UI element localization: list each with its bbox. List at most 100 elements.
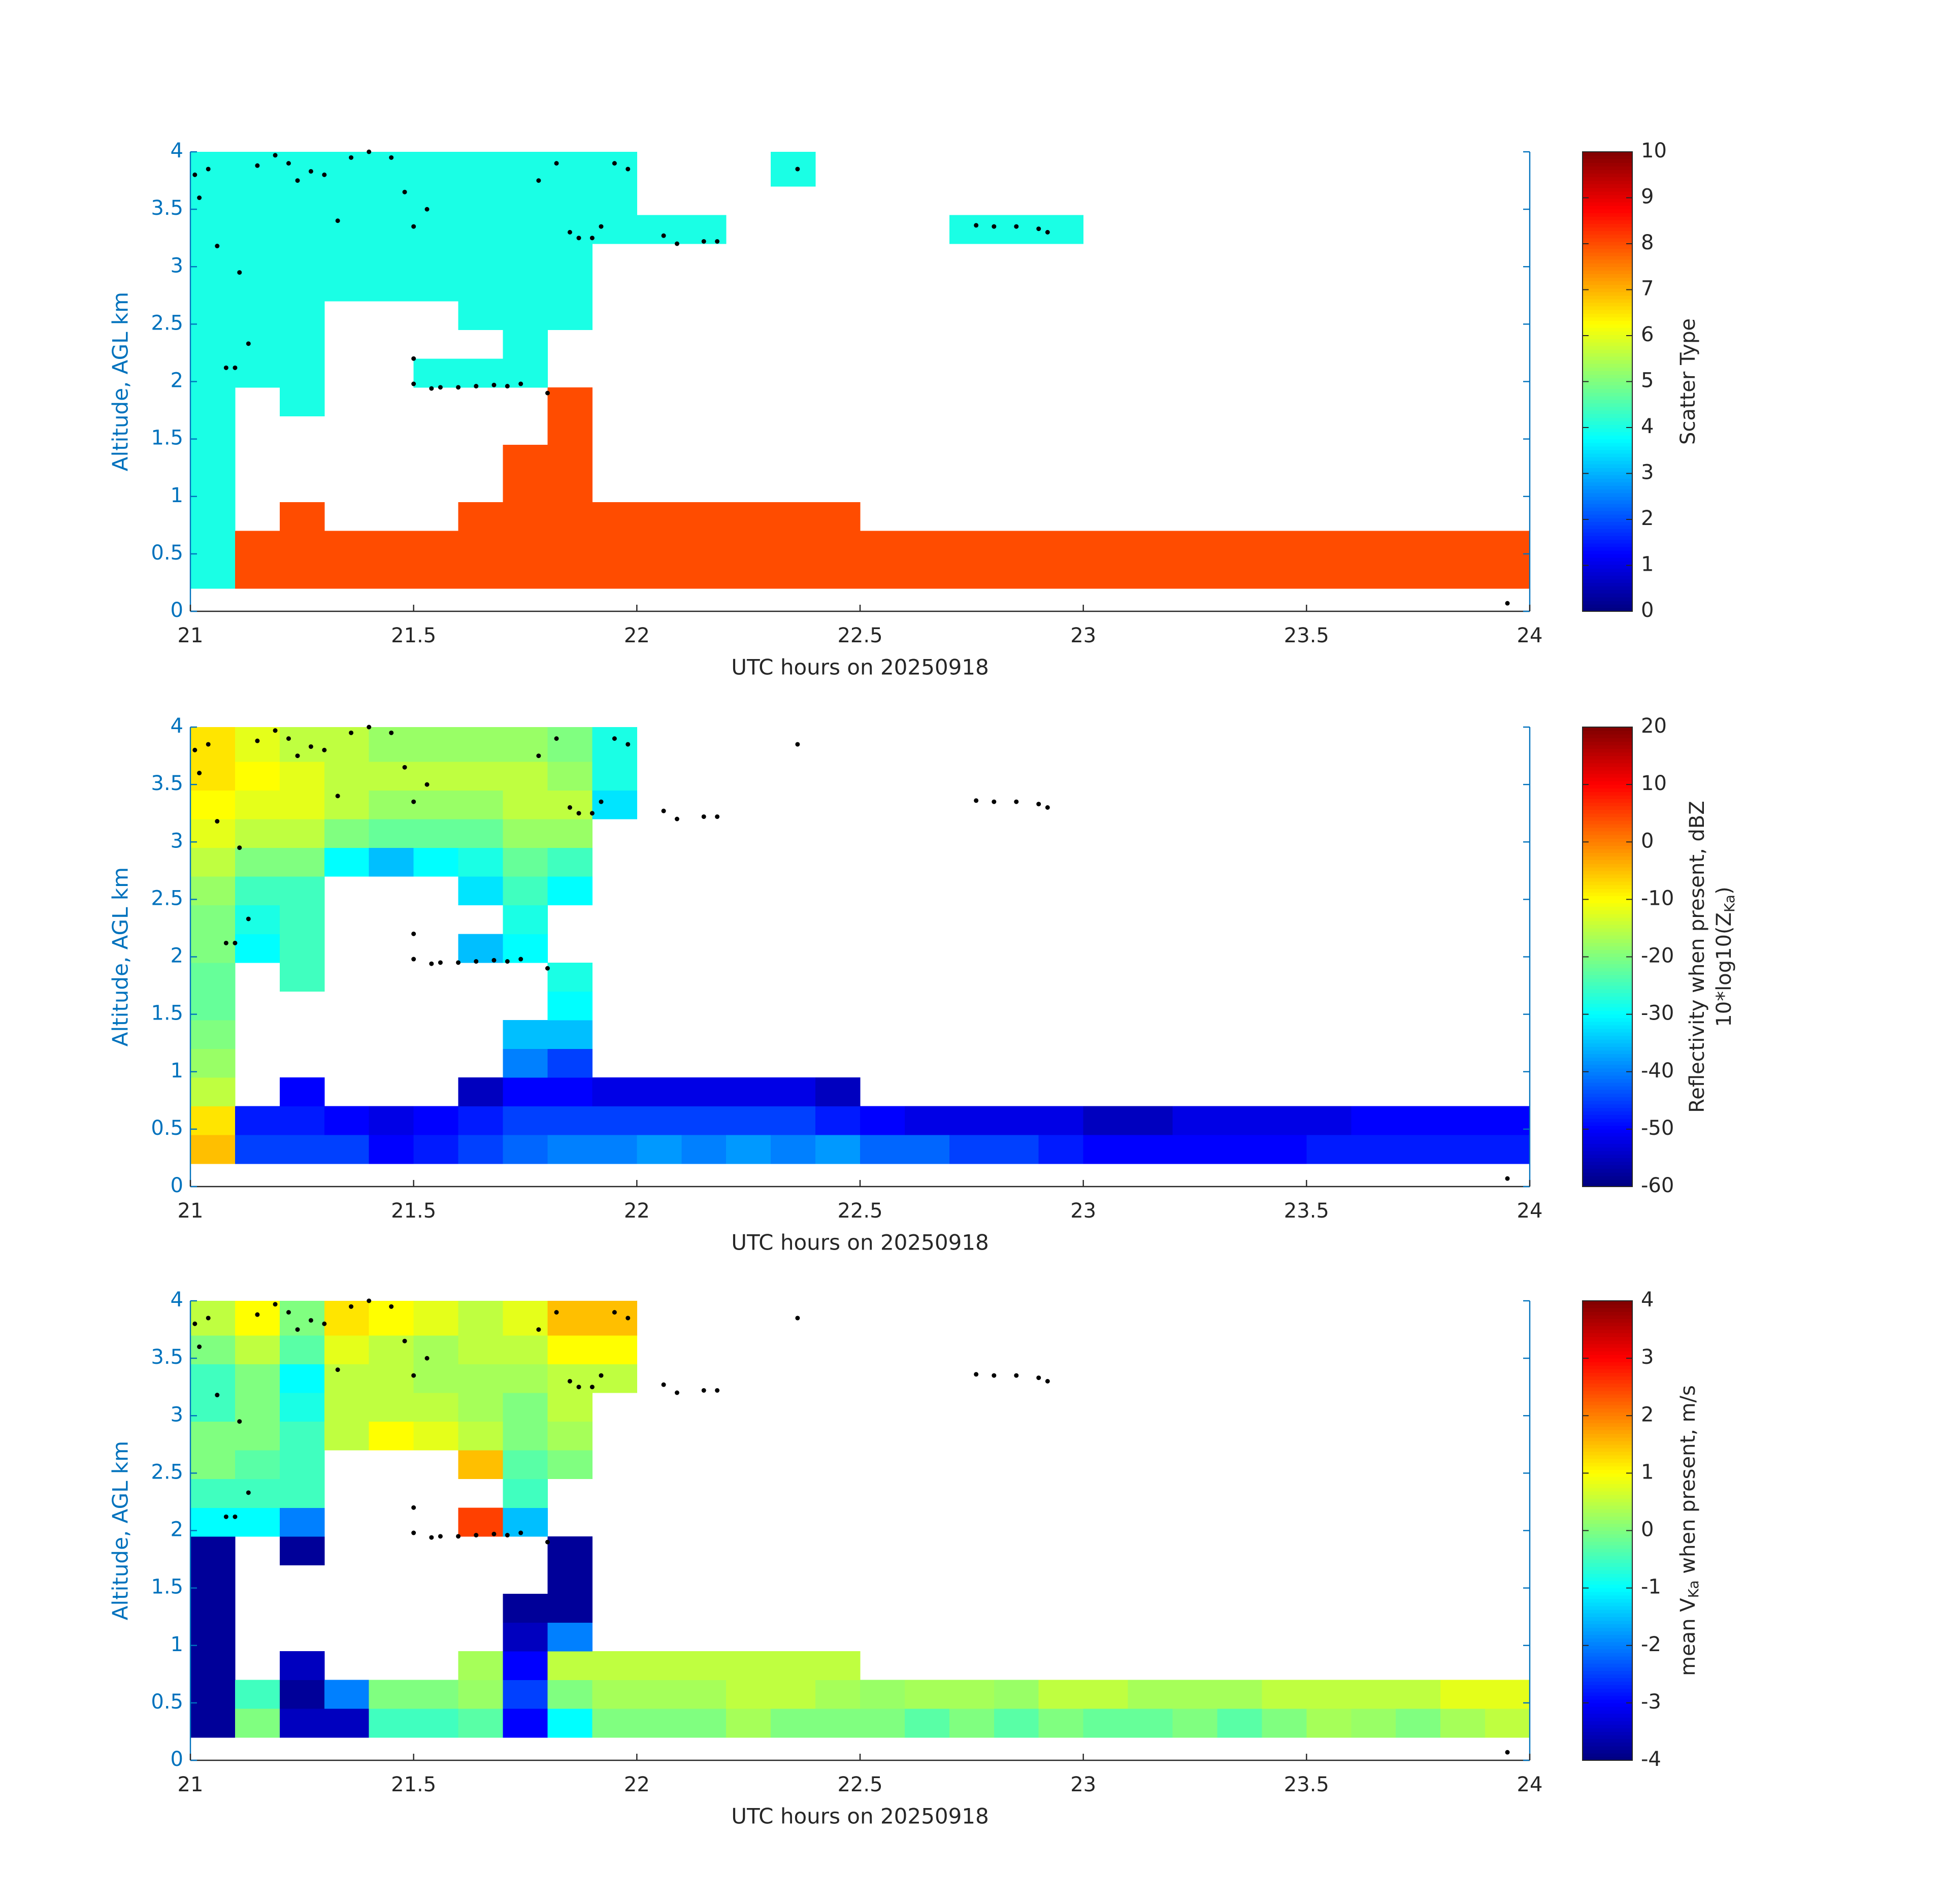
colorbar-label-subscript: Ka	[1721, 895, 1738, 912]
colorbar-swatch	[1583, 885, 1632, 889]
heatmap-cell	[413, 186, 459, 215]
heatmap-cell	[503, 1020, 548, 1049]
heatmap-cell	[1440, 1135, 1486, 1164]
colorbar-swatch	[1583, 1660, 1632, 1664]
colorbar-swatch	[1583, 424, 1632, 429]
heatmap-cell	[547, 1593, 593, 1623]
colorbar-tick-label: 6	[1641, 323, 1654, 346]
colorbar-swatch	[1583, 1050, 1632, 1054]
colorbar-swatch	[1583, 1738, 1632, 1743]
colorbar-swatch	[1583, 1534, 1632, 1538]
heatmap-cell	[994, 1135, 1039, 1164]
colorbar-swatch	[1583, 1039, 1632, 1043]
x-tick-label: 21.5	[391, 1773, 436, 1796]
y-tick-label: 4	[171, 1288, 183, 1311]
heatmap-cell	[1396, 1709, 1441, 1738]
echo-dot	[554, 1310, 559, 1315]
heatmap-cell	[235, 1680, 280, 1709]
colorbar-swatch	[1583, 759, 1632, 764]
echo-dot	[661, 1382, 666, 1387]
heatmap-cell	[904, 1680, 950, 1709]
colorbar-swatch	[1583, 1118, 1632, 1123]
heatmap-cell	[190, 1450, 236, 1480]
colorbar-tick-label: 2	[1641, 507, 1654, 530]
heatmap-cell	[324, 847, 370, 877]
colorbar-tick-label: -3	[1641, 1690, 1661, 1714]
heatmap-cell	[994, 1680, 1039, 1709]
echo-dot	[576, 1385, 581, 1390]
colorbar-swatch	[1583, 485, 1632, 490]
y-tick-label: 1.5	[151, 426, 183, 450]
heatmap-cell	[458, 1507, 504, 1537]
colorbar-swatch	[1583, 1078, 1632, 1083]
heatmap-cell	[815, 1135, 861, 1164]
heatmap-cell	[413, 215, 459, 244]
heatmap-cell	[324, 1680, 370, 1709]
echo-dot	[322, 1321, 327, 1326]
colorbar-swatch	[1583, 924, 1632, 929]
heatmap-cell	[413, 1421, 459, 1451]
x-tick-label: 24	[1517, 1773, 1543, 1796]
colorbar-swatch	[1583, 446, 1632, 450]
colorbar-swatch	[1583, 604, 1632, 608]
colorbar-swatch	[1583, 1183, 1632, 1187]
colorbar-tick-label: -10	[1641, 887, 1674, 910]
heatmap-cell	[190, 473, 236, 503]
colorbar-swatch	[1583, 1347, 1632, 1352]
colorbar-tick-label: 3	[1641, 461, 1654, 484]
echo-dot	[197, 1344, 202, 1349]
heatmap-cell	[458, 876, 504, 906]
heatmap-cell	[503, 444, 548, 474]
colorbar-swatch	[1583, 561, 1632, 565]
colorbar-swatch	[1583, 1645, 1632, 1650]
heatmap-cell	[324, 1393, 370, 1422]
heatmap-cell	[369, 272, 414, 302]
heatmap-cell	[503, 560, 548, 589]
heatmap-cell	[547, 444, 593, 474]
echo-dot	[237, 1419, 242, 1424]
heatmap-cell	[413, 1680, 459, 1709]
heatmap-cell	[235, 905, 280, 934]
colorbar-swatch	[1583, 896, 1632, 900]
heatmap-cell	[592, 531, 637, 560]
heatmap-cell	[904, 1106, 950, 1135]
heatmap-cell	[279, 1135, 325, 1164]
echo-dot	[626, 1316, 631, 1321]
colorbar-swatch	[1583, 957, 1632, 961]
colorbar-tick-label: 0	[1641, 599, 1654, 622]
heatmap-cell	[1485, 560, 1530, 589]
heatmap-cell	[503, 876, 548, 906]
heatmap-cell	[324, 1709, 370, 1738]
heatmap-cell	[369, 560, 414, 589]
colorbar-swatch	[1583, 1656, 1632, 1660]
heatmap-cell	[994, 1106, 1039, 1135]
colorbar-swatch	[1583, 1104, 1632, 1108]
heatmap-cell	[190, 330, 236, 359]
colorbar-swatch	[1583, 1114, 1632, 1119]
heatmap-cell	[235, 1450, 280, 1480]
heatmap-cell	[190, 358, 236, 388]
heatmap-cell	[1396, 531, 1441, 560]
heatmap-cell	[547, 186, 593, 215]
colorbar-swatch	[1583, 816, 1632, 821]
heatmap-cell	[458, 358, 504, 388]
colorbar-swatch	[1583, 180, 1632, 185]
heatmap-cell	[190, 560, 236, 589]
echo-dot	[215, 1393, 220, 1398]
echo-dot	[974, 798, 979, 803]
heatmap-cell	[458, 1393, 504, 1422]
heatmap-cell	[324, 215, 370, 244]
echo-dot	[233, 940, 238, 945]
echo-dot	[567, 1378, 572, 1384]
heatmap-cell	[1128, 1106, 1173, 1135]
heatmap-cell	[190, 244, 236, 273]
colorbar-swatch	[1583, 371, 1632, 375]
heatmap-cell	[503, 934, 548, 963]
colorbar-swatch	[1583, 1437, 1632, 1441]
colorbar-swatch	[1583, 935, 1632, 939]
heatmap-cell	[235, 934, 280, 963]
heatmap-cell	[458, 790, 504, 819]
colorbar-swatch	[1583, 1329, 1632, 1334]
heatmap-cell	[592, 186, 637, 215]
echo-dot	[223, 365, 228, 370]
